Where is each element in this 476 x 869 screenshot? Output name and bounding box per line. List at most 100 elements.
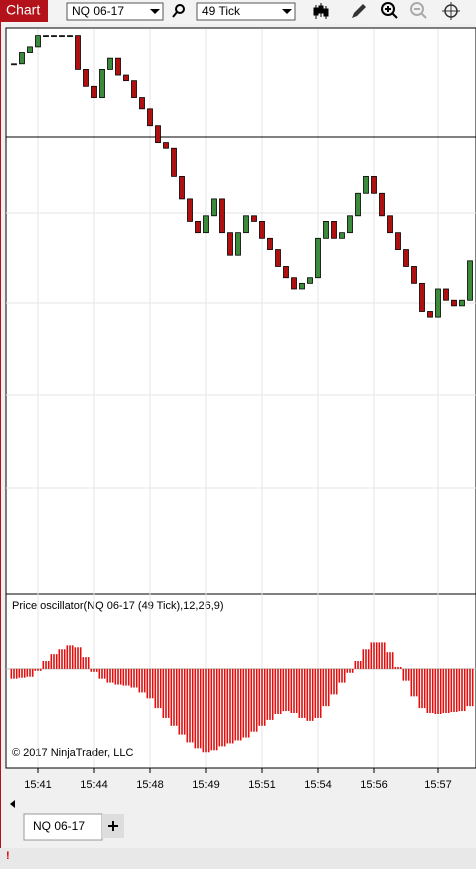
- oscillator-bar: [143, 668, 146, 693]
- candle: [227, 232, 233, 256]
- oscillator-bar: [346, 668, 349, 673]
- oscillator-bar: [282, 668, 285, 712]
- candle: [419, 282, 425, 312]
- instrument-select[interactable]: [66, 2, 164, 21]
- oscillator-bar: [178, 668, 181, 735]
- oscillator-bar: [389, 652, 391, 669]
- oscillator-bar: [170, 668, 173, 726]
- candle: [203, 215, 209, 234]
- candle: [235, 232, 241, 256]
- dropdown-arrow: [282, 9, 292, 14]
- candle: [427, 311, 433, 318]
- oscillator-bar: [111, 668, 114, 683]
- oscillator-bar: [245, 668, 247, 738]
- interval-label: 49 Tick: [202, 4, 241, 18]
- candle: [171, 147, 177, 177]
- oscillator-bar: [229, 668, 231, 744]
- oscillator-bar: [399, 666, 402, 669]
- oscillator-bar: [215, 668, 218, 751]
- oscillator-bar: [218, 668, 221, 747]
- candle: [403, 249, 409, 267]
- x-tick-label: 15:56: [360, 779, 388, 791]
- oscillator-bar: [469, 668, 471, 707]
- x-tick-label: 15:41: [24, 779, 52, 791]
- candle: [435, 288, 441, 318]
- x-tick-label: 15:49: [192, 779, 220, 791]
- oscillator-bar: [194, 668, 197, 749]
- candle: [59, 35, 65, 38]
- candle: [459, 299, 465, 307]
- search-icon[interactable]: [175, 4, 185, 14]
- oscillator-bar: [151, 668, 154, 699]
- bar-type-icon[interactable]: [313, 3, 329, 19]
- oscillator-bar: [333, 668, 335, 695]
- oscillator-bar: [418, 668, 421, 709]
- oscillator-bar: [130, 668, 133, 688]
- oscillator-bar: [29, 668, 31, 677]
- oscillator-bar: [431, 668, 434, 714]
- oscillator-bar: [415, 668, 418, 697]
- scroll-left[interactable]: [10, 800, 15, 808]
- oscillator-bar: [271, 668, 274, 720]
- candle: [35, 35, 41, 48]
- candle: [51, 35, 57, 38]
- oscillator-bar: [95, 668, 98, 672]
- oscillator-bar: [10, 668, 13, 679]
- oscillator-bar: [23, 668, 26, 678]
- x-tick-label: 15:57: [424, 779, 452, 791]
- scrollbar[interactable]: [6, 796, 476, 812]
- oscillator-bar: [127, 668, 130, 686]
- oscillator-bar: [351, 668, 354, 673]
- candle: [451, 299, 457, 307]
- oscillator-bar: [21, 668, 23, 678]
- candle: [27, 46, 33, 53]
- oscillator-bar: [103, 668, 106, 679]
- oscillator-bar: [141, 668, 143, 693]
- oscillator-bar: [109, 668, 111, 683]
- oscillator-bar: [266, 668, 269, 720]
- interval-select[interactable]: [196, 2, 296, 21]
- draw-icon[interactable]: [352, 4, 366, 18]
- oscillator-bar: [423, 668, 426, 709]
- oscillator-bar: [138, 668, 141, 693]
- oscillator-bar: [263, 668, 266, 726]
- oscillator-bar: [402, 668, 405, 681]
- zoom-in-icon[interactable]: [381, 2, 395, 16]
- candle: [387, 215, 393, 234]
- oscillator-bar: [429, 668, 431, 714]
- candle: [443, 288, 449, 301]
- oscillator-bar: [210, 668, 213, 751]
- candle: [179, 175, 185, 200]
- chart-tab[interactable]: [0, 0, 48, 22]
- chart-area: [5, 27, 476, 769]
- zoom-in-mark: [385, 6, 398, 19]
- oscillator-bar: [199, 668, 202, 749]
- oscillator-bar: [335, 668, 338, 695]
- oscillator-bar: [253, 668, 255, 732]
- candle: [323, 221, 329, 239]
- candle: [163, 142, 169, 149]
- chart-tab-label: Chart: [6, 2, 40, 18]
- oscillator-bar: [58, 649, 61, 669]
- oscillator-bar: [18, 668, 21, 678]
- zoom-out-icon[interactable]: [410, 2, 424, 16]
- oscillator-bar: [55, 654, 58, 669]
- oscillator-bar: [183, 668, 186, 735]
- candle: [11, 63, 17, 66]
- candle: [131, 80, 137, 98]
- oscillator-bar: [458, 668, 461, 712]
- oscillator-bar: [367, 649, 370, 669]
- oscillator-bar: [69, 645, 71, 669]
- oscillator-bar: [362, 649, 365, 669]
- oscillator-bar: [31, 668, 34, 677]
- candle: [395, 232, 401, 250]
- oscillator-bar: [239, 668, 242, 741]
- candle: [259, 221, 265, 239]
- oscillator-bar: [202, 668, 205, 753]
- oscillator-bar: [165, 668, 167, 718]
- candle: [43, 35, 49, 38]
- candle: [243, 215, 249, 234]
- oscillator-bar: [255, 668, 258, 732]
- oscillator-bar: [405, 668, 407, 681]
- oscillator-bar: [343, 668, 346, 683]
